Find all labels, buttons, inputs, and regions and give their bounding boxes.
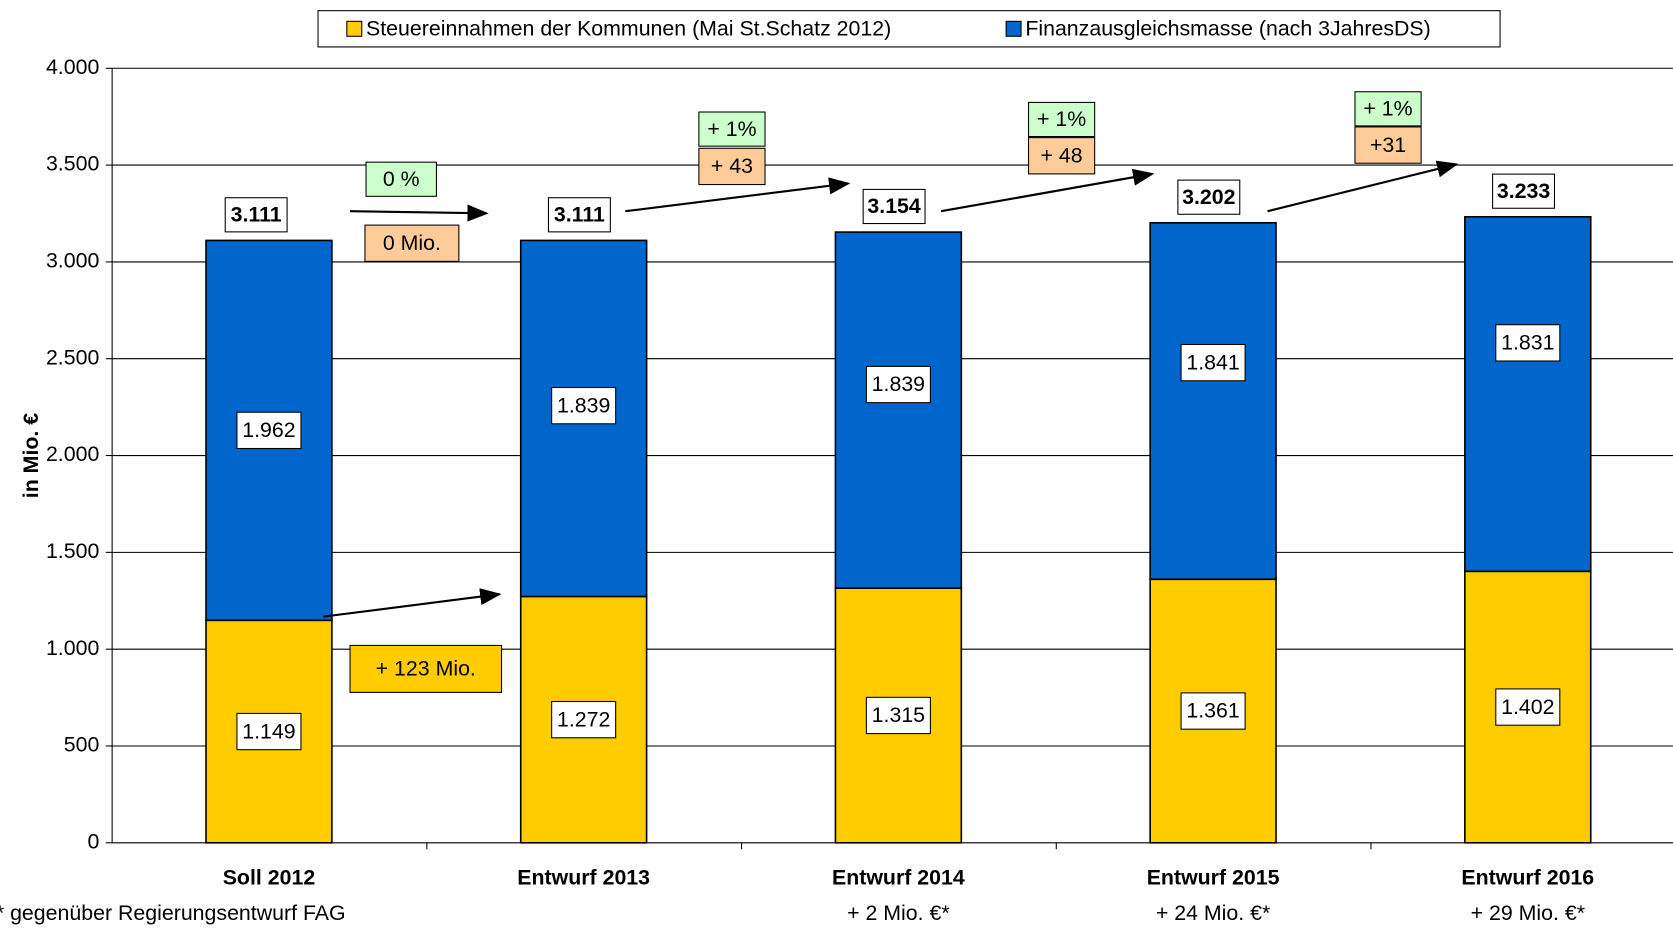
growth-amount-box: [698, 147, 766, 186]
tax-growth-box: [349, 644, 503, 693]
category-note: + 29 Mio. €*: [1471, 901, 1585, 925]
value-label: 1.831: [1501, 331, 1554, 355]
bar-segment: [1464, 215, 1592, 573]
growth-amount-box: [364, 224, 460, 262]
value-label-box: [551, 386, 617, 425]
arrow: [350, 204, 489, 222]
value-label: 1.962: [242, 418, 295, 442]
y-tick-label: 1.000: [46, 636, 100, 660]
x-tick-label: Entwurf 2016: [1461, 866, 1594, 890]
y-tick-label: 1.500: [46, 539, 100, 563]
value-label-box: [1495, 324, 1561, 362]
x-tick-label: Entwurf 2015: [1147, 866, 1280, 890]
y-tick-label: 500: [64, 733, 100, 757]
legend-swatch: [1005, 20, 1022, 37]
growth-percent: + 1%: [707, 117, 756, 141]
tax-growth: + 123 Mio.: [376, 657, 476, 681]
y-tick-label: 2.500: [46, 345, 100, 369]
growth-amount-box: [1027, 137, 1096, 175]
arrow: [323, 588, 502, 618]
value-label: 1.841: [1186, 350, 1239, 374]
value-label: 1.315: [872, 703, 925, 727]
total-label: 3.154: [867, 194, 921, 218]
arrow: [625, 177, 851, 213]
total-label-box: [862, 188, 926, 225]
value-label-box: [1180, 692, 1246, 730]
y-tick-label: 4.000: [46, 55, 100, 79]
value-label-box: [236, 411, 302, 450]
value-label-box: [236, 712, 302, 751]
arrow: [940, 168, 1155, 213]
growth-percent-box: [1027, 101, 1096, 138]
growth-percent: + 1%: [1037, 107, 1086, 131]
value-label: 1.839: [557, 393, 610, 417]
legend-box: [317, 10, 1501, 48]
growth-percent-box: [1354, 91, 1422, 127]
y-tick-label: 0: [87, 829, 99, 853]
footnote: * gegenüber Regierungsentwurf FAG: [0, 901, 346, 925]
total-label-box: [224, 197, 288, 233]
y-axis-label: in Mio. €: [19, 413, 43, 498]
growth-amount-box: [1354, 126, 1422, 164]
growth-amount: 0 Mio.: [383, 231, 441, 255]
total-label: 3.202: [1182, 185, 1235, 209]
total-label-box: [1492, 173, 1556, 209]
legend-label: Finanzausgleichsmasse (nach 3JahresDS): [1025, 17, 1430, 41]
category-note: + 2 Mio. €*: [847, 901, 950, 925]
value-label: 1.149: [242, 719, 295, 743]
value-label-box: [1180, 343, 1246, 382]
value-label-box: [865, 696, 931, 735]
growth-amount: + 48: [1041, 143, 1083, 167]
value-label-box: [865, 365, 931, 404]
growth-amount: +31: [1370, 133, 1406, 157]
value-label-box: [551, 700, 617, 739]
growth-percent-box: [365, 161, 437, 197]
legend-swatch: [346, 20, 363, 37]
total-label: 3.111: [554, 203, 605, 227]
y-tick-label: 2.000: [46, 442, 100, 466]
value-label: 1.361: [1186, 699, 1239, 723]
x-tick-label: Soll 2012: [223, 866, 315, 890]
total-label: 3.233: [1497, 179, 1551, 203]
x-tick-label: Entwurf 2014: [832, 866, 965, 890]
total-label: 3.111: [231, 203, 282, 227]
value-label: 1.402: [1501, 695, 1554, 719]
growth-percent: 0 %: [383, 167, 420, 191]
arrow: [1267, 160, 1459, 213]
value-label-box: [1495, 688, 1561, 726]
category-note: + 24 Mio. €*: [1156, 901, 1270, 925]
legend-label: Steuereinnahmen der Kommunen (Mai St.Sch…: [366, 17, 891, 41]
growth-percent-box: [698, 111, 766, 147]
growth-amount: + 43: [711, 154, 753, 178]
growth-percent: + 1%: [1363, 97, 1412, 121]
bar-segment: [1149, 221, 1277, 581]
y-tick-label: 3.500: [46, 152, 100, 176]
total-label-box: [547, 197, 611, 233]
value-label: 1.272: [557, 707, 610, 731]
value-label: 1.839: [872, 372, 925, 396]
x-tick-label: Entwurf 2013: [517, 866, 650, 890]
y-tick-label: 3.000: [46, 249, 100, 273]
total-label-box: [1177, 179, 1241, 215]
bar-segment: [834, 231, 963, 589]
